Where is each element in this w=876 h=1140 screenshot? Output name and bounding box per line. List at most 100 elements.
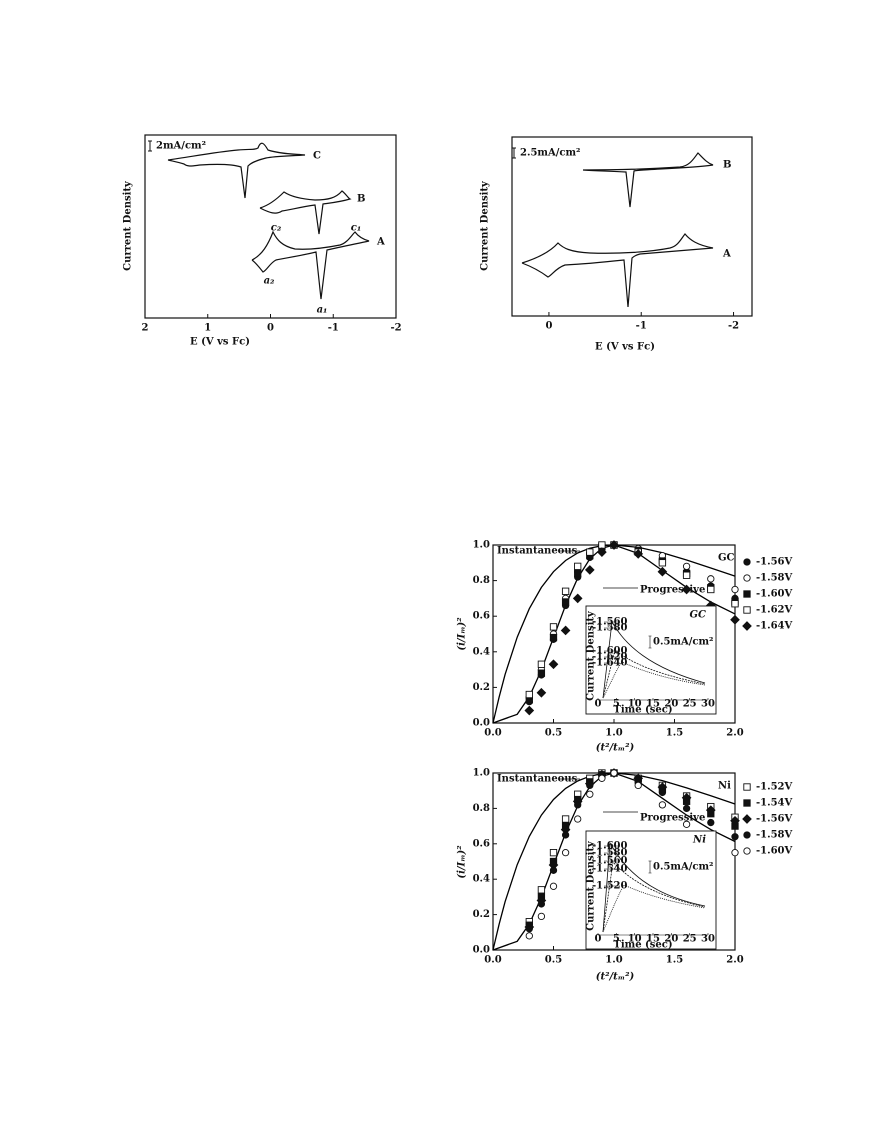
legend-marker — [742, 814, 752, 824]
x-tick-label: 0.5 — [545, 728, 562, 739]
marker — [707, 818, 715, 827]
theory-curve — [492, 772, 736, 951]
legend-label: -1.58V — [756, 573, 793, 584]
peak-label: a₂ — [264, 276, 275, 287]
marker — [634, 781, 642, 790]
marker — [598, 541, 606, 549]
y-tick-label: 0.0 — [473, 945, 490, 956]
inset-curve — [602, 841, 706, 933]
marker — [561, 598, 570, 606]
legend-marker — [743, 590, 751, 598]
inset-curves-ni — [602, 841, 706, 933]
marker — [537, 886, 546, 894]
y-tick-label: 0.2 — [473, 682, 490, 693]
marker — [561, 849, 570, 857]
marker — [681, 792, 692, 803]
inset-x-tick-label: 30 — [701, 699, 715, 710]
marker — [536, 687, 547, 698]
marker — [682, 571, 691, 579]
marker — [525, 932, 533, 940]
y-tick-label: 1.0 — [473, 768, 490, 779]
marker — [731, 600, 739, 608]
marker — [682, 820, 691, 828]
marker — [586, 781, 594, 790]
x-tick-label: 0.0 — [484, 955, 501, 966]
legend-label: -1.64V — [756, 621, 793, 632]
inset-frame — [585, 830, 717, 950]
inset-curves-gc — [602, 620, 706, 699]
peak-label: c₂ — [271, 223, 282, 234]
inset-x-tick-label: 0 — [595, 934, 602, 945]
legend-label: -1.62V — [756, 605, 793, 616]
cv-curve-a — [251, 230, 370, 300]
x-axis-label: E (V vs Fc) — [595, 342, 655, 353]
curve-label: B — [357, 194, 365, 205]
marker — [682, 804, 691, 813]
x-tick-label: 2.0 — [726, 728, 743, 739]
marker — [707, 585, 715, 594]
panel-label: Ni — [718, 781, 731, 792]
plot-frame — [511, 136, 753, 317]
panel-label: GC — [718, 553, 735, 564]
x-tick-label: -2 — [728, 321, 739, 332]
x-axis-label: E (V vs Fc) — [190, 337, 250, 348]
inset-scale-bar — [648, 635, 652, 649]
curve-label: A — [376, 237, 385, 248]
x-tick-label: 0 — [267, 323, 274, 334]
marker — [731, 585, 739, 594]
legend-marker — [743, 831, 751, 839]
marker — [525, 690, 533, 699]
x-tick-label: 2 — [142, 323, 149, 334]
marker — [658, 788, 667, 797]
inset-x-label: Time (sec) — [613, 705, 672, 716]
x-tick-label: 1 — [204, 323, 211, 334]
marker — [574, 815, 582, 823]
y-tick-label: 0.4 — [473, 646, 490, 657]
peak-label: c₁ — [351, 223, 361, 234]
marker — [598, 774, 606, 782]
marker — [707, 575, 715, 583]
cv-curves-1 — [167, 142, 370, 300]
cv-curves-2 — [521, 152, 714, 308]
x-tick-label: 1.0 — [605, 955, 622, 966]
inset-x-tick-label: 25 — [683, 934, 697, 945]
y-axis-label: Current Density — [123, 180, 134, 271]
marker — [561, 815, 570, 823]
x-tick-label: 1.5 — [666, 728, 683, 739]
y-tick-label: 0.6 — [473, 838, 490, 849]
marker — [682, 562, 691, 571]
cv-curve-a — [521, 233, 714, 308]
inset-x-tick-label: 10 — [628, 699, 642, 710]
marker — [731, 833, 739, 841]
curve-label: B — [723, 160, 731, 171]
y-tick-label: 0.0 — [473, 718, 490, 729]
marker — [549, 866, 558, 874]
inset-title: GC — [690, 610, 707, 621]
x-axis-label: (t²/tₘ²) — [596, 972, 635, 983]
marker — [658, 801, 667, 809]
y-tick-label: 0.8 — [473, 575, 490, 586]
marker — [658, 559, 667, 567]
marker — [525, 925, 533, 933]
y-tick-label: 0.4 — [473, 874, 490, 885]
x-tick-label: -1 — [636, 321, 647, 332]
curve-label: C — [313, 151, 321, 162]
marker — [586, 790, 594, 798]
inset-x-tick-label: 5 — [613, 934, 620, 945]
x-tick-label: -2 — [390, 323, 401, 334]
scale-bar — [512, 147, 516, 159]
legend-label: -1.52V — [756, 782, 793, 793]
curve-label: Progressive — [640, 813, 705, 824]
curve-label: Progressive — [640, 585, 705, 596]
marker — [549, 633, 558, 642]
inset-x-tick-label: 20 — [664, 934, 678, 945]
y-tick-label: 1.0 — [473, 540, 490, 551]
marker — [574, 569, 582, 578]
legend-marker — [743, 783, 751, 791]
inset-x-tick-label: 5 — [613, 699, 620, 710]
y-axis-label: Current Density — [480, 180, 491, 271]
y-axis-label: (i/Iₘ)² — [457, 617, 468, 651]
inset-x-tick-label: 15 — [646, 699, 660, 710]
inset-curve — [602, 620, 706, 699]
